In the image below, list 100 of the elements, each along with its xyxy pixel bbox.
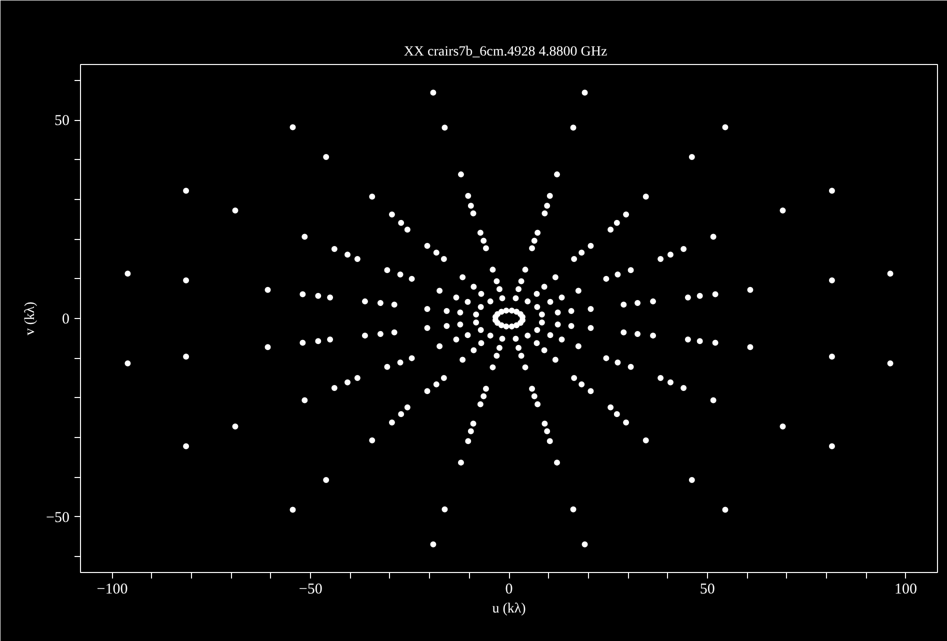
- point: [542, 420, 548, 427]
- point: [684, 294, 691, 300]
- point: [582, 541, 588, 548]
- point: [464, 332, 471, 338]
- point: [542, 210, 548, 216]
- point: [554, 171, 560, 178]
- point: [828, 354, 835, 360]
- point: [470, 210, 476, 216]
- point: [302, 397, 308, 404]
- point: [369, 437, 376, 444]
- point: [444, 323, 450, 330]
- point: [588, 242, 594, 249]
- point: [710, 397, 716, 404]
- point: [458, 171, 464, 178]
- point: [496, 286, 502, 292]
- point: [391, 302, 398, 308]
- point: [503, 308, 510, 314]
- point: [534, 340, 540, 346]
- x-tick-label: 100: [894, 582, 918, 598]
- point: [578, 381, 585, 388]
- point: [508, 308, 515, 314]
- point: [327, 294, 334, 300]
- point: [315, 338, 322, 344]
- y-tick-label: 50: [54, 113, 70, 130]
- point: [424, 306, 430, 312]
- point: [658, 375, 664, 382]
- point: [614, 360, 621, 366]
- point: [460, 274, 466, 280]
- point: [362, 298, 368, 304]
- point: [430, 90, 436, 96]
- point: [354, 375, 360, 382]
- point: [494, 320, 500, 326]
- point: [544, 428, 550, 434]
- point: [524, 298, 531, 304]
- x-tick-label: 50: [700, 582, 715, 598]
- point: [524, 332, 531, 339]
- point: [457, 310, 464, 316]
- point: [538, 312, 545, 318]
- point: [388, 419, 395, 426]
- point: [620, 302, 627, 308]
- point: [554, 460, 560, 466]
- point: [558, 336, 565, 343]
- point: [712, 291, 718, 298]
- point: [300, 340, 306, 346]
- point: [369, 194, 376, 200]
- point: [522, 266, 528, 273]
- point: [300, 291, 306, 298]
- point: [499, 336, 506, 342]
- point: [512, 295, 519, 302]
- point: [628, 364, 634, 370]
- point: [323, 477, 330, 484]
- point: [465, 438, 472, 444]
- point: [436, 343, 443, 350]
- point: [408, 276, 415, 282]
- point: [384, 267, 390, 274]
- point: [398, 411, 404, 418]
- point: [688, 154, 695, 160]
- point: [478, 327, 484, 334]
- point: [503, 323, 510, 330]
- point: [480, 238, 487, 244]
- point: [570, 506, 576, 512]
- point: [546, 438, 553, 444]
- point: [377, 330, 384, 337]
- y-axis-title: v (kλ): [23, 301, 38, 336]
- point: [124, 360, 131, 366]
- point: [397, 271, 404, 278]
- point: [516, 344, 522, 351]
- point: [404, 404, 410, 410]
- point: [512, 336, 519, 342]
- point: [628, 267, 634, 274]
- point: [554, 310, 561, 316]
- point: [480, 393, 487, 400]
- point: [623, 212, 630, 218]
- y-tick-label: 0: [62, 312, 70, 328]
- point: [354, 256, 360, 262]
- point: [377, 300, 384, 306]
- point: [614, 220, 620, 226]
- point: [477, 401, 484, 408]
- point: [290, 124, 296, 130]
- point: [614, 411, 620, 418]
- point: [478, 290, 484, 297]
- point: [828, 188, 835, 194]
- point: [478, 340, 484, 346]
- point: [433, 381, 440, 388]
- point: [529, 245, 536, 252]
- point: [496, 344, 502, 351]
- point: [634, 300, 641, 306]
- point: [603, 355, 610, 362]
- point: [534, 290, 540, 297]
- point: [499, 295, 506, 302]
- point: [534, 304, 540, 310]
- point: [588, 325, 594, 332]
- point: [398, 220, 404, 226]
- point: [747, 344, 754, 350]
- point: [710, 234, 716, 240]
- point: [508, 323, 515, 330]
- point: [344, 379, 351, 386]
- point: [534, 327, 540, 334]
- point: [722, 124, 728, 130]
- chart-title: XX crairs7b_6cm.4928 4.8800 GHz: [404, 44, 608, 60]
